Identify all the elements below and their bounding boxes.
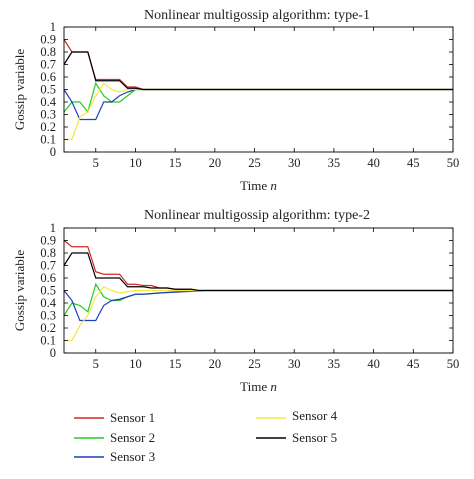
- y-tick-label: 0: [50, 346, 56, 360]
- x-axis-label: Time n: [240, 379, 277, 394]
- y-tick-label: 0.2: [40, 120, 56, 134]
- y-tick-label: 0.2: [40, 321, 56, 335]
- series-line-sensor-5: [63, 51, 453, 91]
- y-tick-label: 0.6: [40, 271, 56, 285]
- x-tick-label: 25: [248, 156, 261, 170]
- x-tick-label: 5: [93, 156, 99, 170]
- y-tick-label: 0.9: [40, 234, 56, 248]
- x-tick-label: 30: [288, 357, 301, 371]
- y-tick-label: 0.3: [40, 309, 56, 323]
- series-line-sensor-1: [63, 240, 453, 292]
- x-tick-label: 35: [328, 156, 341, 170]
- legend-item-sensor-3: Sensor 3: [74, 449, 155, 464]
- x-axis-label: Time n: [240, 178, 277, 193]
- x-tick-label: 15: [169, 156, 182, 170]
- x-tick-label: 20: [209, 357, 222, 371]
- x-tick-label: 45: [407, 357, 420, 371]
- y-tick-label: 0.7: [40, 259, 56, 273]
- x-axis-variable: n: [270, 178, 277, 193]
- x-tick-label: 15: [169, 357, 182, 371]
- series-line-sensor-3: [63, 289, 453, 322]
- x-tick-label: 50: [447, 156, 460, 170]
- y-tick-label: 1: [50, 221, 56, 235]
- y-tick-label: 0.8: [40, 45, 56, 59]
- series-line-sensor-1: [63, 39, 453, 91]
- y-tick-label: 0.4: [40, 95, 56, 109]
- y-axis-label: Gossip variable: [12, 49, 27, 130]
- legend-label: Sensor 5: [292, 430, 337, 445]
- x-tick-label: 40: [367, 156, 380, 170]
- series-line-sensor-2: [63, 282, 453, 316]
- x-tick-label: 50: [447, 357, 460, 371]
- x-tick-label: 5: [93, 357, 99, 371]
- y-tick-label: 0.9: [40, 33, 56, 47]
- y-tick-label: 0.8: [40, 246, 56, 260]
- x-tick-label: 10: [129, 156, 142, 170]
- series-line-sensor-4: [64, 286, 453, 342]
- legend: Sensor 1 Sensor 2 Sensor 3 Sensor 4 Sensor 5: [74, 408, 338, 464]
- y-tick-label: 0: [50, 145, 56, 159]
- y-tick-label: 0.6: [40, 70, 56, 84]
- legend-label: Sensor 3: [110, 449, 155, 464]
- x-tick-label: 10: [129, 357, 142, 371]
- x-tick-label: 45: [407, 156, 420, 170]
- x-axis-variable: n: [270, 379, 277, 394]
- y-tick-label: 0.5: [40, 83, 56, 97]
- y-tick-label: 0.7: [40, 58, 56, 72]
- chart-type-2: Nonlinear multigossip algorithm: type-2 …: [12, 208, 459, 394]
- series-line-sensor-3: [63, 88, 453, 121]
- series-line-sensor-2: [63, 81, 453, 114]
- legend-item-sensor-2: Sensor 2: [74, 430, 155, 445]
- series-line-sensor-4: [64, 82, 453, 141]
- legend-item-sensor-4: Sensor 4: [256, 408, 338, 423]
- y-tick-label: 1: [50, 20, 56, 34]
- legend-item-sensor-5: Sensor 5: [256, 430, 337, 445]
- series-line-sensor-5: [63, 252, 453, 292]
- chart-type-1: Nonlinear multigossip algorithm: type-1 …: [12, 8, 459, 193]
- y-tick-label: 0.4: [40, 296, 56, 310]
- y-tick-label: 0.3: [40, 108, 56, 122]
- x-tick-label: 30: [288, 156, 301, 170]
- legend-label: Sensor 4: [292, 408, 338, 423]
- x-tick-label: 20: [209, 156, 222, 170]
- x-tick-label: 35: [328, 357, 341, 371]
- y-tick-label: 0.5: [40, 284, 56, 298]
- legend-item-sensor-1: Sensor 1: [74, 410, 155, 425]
- legend-label: Sensor 2: [110, 430, 155, 445]
- chart-title: Nonlinear multigossip algorithm: type-2: [144, 208, 370, 223]
- y-axis-label: Gossip variable: [12, 250, 27, 331]
- y-tick-label: 0.1: [40, 334, 56, 348]
- chart-title: Nonlinear multigossip algorithm: type-1: [144, 8, 370, 23]
- legend-label: Sensor 1: [110, 410, 155, 425]
- y-tick-label: 0.1: [40, 133, 56, 147]
- x-tick-label: 25: [248, 357, 261, 371]
- x-tick-label: 40: [367, 357, 380, 371]
